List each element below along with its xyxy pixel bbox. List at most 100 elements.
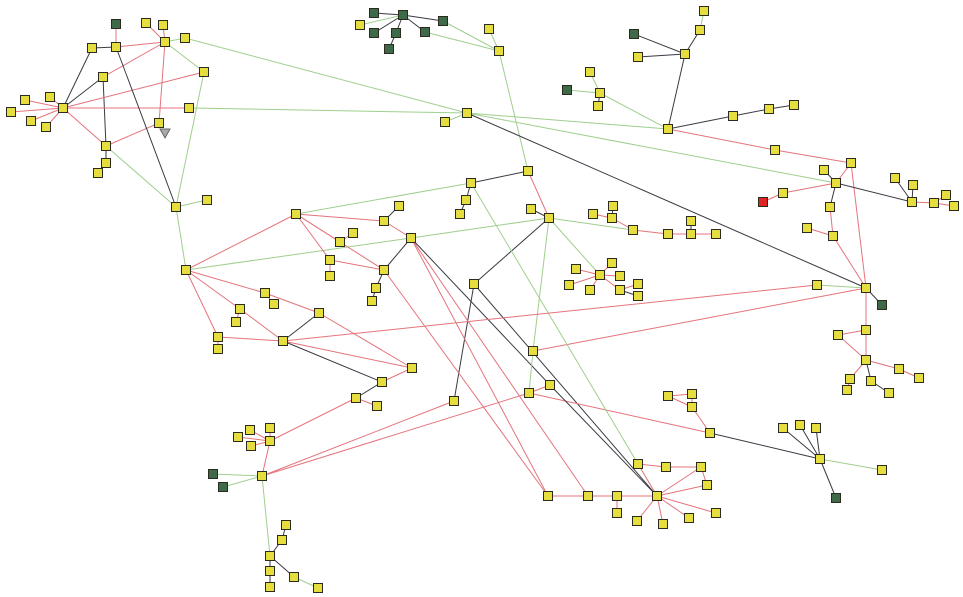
graph-node-default[interactable] [93,168,103,178]
graph-node-default[interactable] [407,363,417,373]
graph-node-default[interactable] [583,491,593,501]
graph-node-default[interactable] [291,209,301,219]
graph-node-default[interactable] [819,165,829,175]
graph-node-group[interactable] [562,85,572,95]
graph-node-default[interactable] [811,423,821,433]
graph-node-group[interactable] [877,300,887,310]
graph-node-default[interactable] [595,88,605,98]
graph-node-default[interactable] [908,180,918,190]
graph-node-default[interactable] [929,198,939,208]
graph-node-default[interactable] [394,201,404,211]
graph-node-default[interactable] [595,270,605,280]
graph-node-default[interactable] [277,535,287,545]
graph-node-group[interactable] [369,28,379,38]
graph-node-default[interactable] [687,402,697,412]
graph-node-group[interactable] [208,469,218,479]
graph-node-default[interactable] [154,118,164,128]
graph-node-group[interactable] [420,27,430,37]
graph-node-default[interactable] [325,255,335,265]
graph-node-default[interactable] [58,103,68,113]
graph-node-default[interactable] [526,204,536,214]
graph-node-default[interactable] [663,229,673,239]
graph-node-default[interactable] [545,380,555,390]
graph-node-default[interactable] [861,283,871,293]
graph-node-default[interactable] [687,389,697,399]
graph-node-default[interactable] [652,491,662,501]
graph-node-default[interactable] [265,423,275,433]
graph-node-default[interactable] [202,195,212,205]
triangle-marker-icon[interactable] [159,128,171,140]
graph-node-default[interactable] [861,325,871,335]
graph-node-default[interactable] [711,229,721,239]
graph-node-default[interactable] [728,111,738,121]
graph-node-default[interactable] [466,178,476,188]
graph-node-default[interactable] [628,225,638,235]
graph-node-group[interactable] [438,16,448,26]
graph-node-default[interactable] [379,265,389,275]
graph-node-default[interactable] [633,52,643,62]
graph-node-default[interactable] [233,432,243,442]
graph-node-default[interactable] [171,202,181,212]
graph-node-default[interactable] [825,202,835,212]
graph-node-default[interactable] [335,237,345,247]
graph-node-default[interactable] [265,566,275,576]
graph-node-default[interactable] [281,520,291,530]
graph-node-default[interactable] [615,285,625,295]
graph-node-default[interactable] [877,465,887,475]
graph-node-default[interactable] [795,420,805,430]
graph-node-default[interactable] [98,72,108,82]
graph-node-default[interactable] [260,288,270,298]
graph-node-default[interactable] [702,480,712,490]
graph-node-default[interactable] [607,213,617,223]
graph-node-default[interactable] [612,508,622,518]
graph-node-default[interactable] [831,178,841,188]
graph-node-default[interactable] [6,107,16,117]
graph-node-default[interactable] [705,428,715,438]
graph-node-default[interactable] [367,296,377,306]
graph-node-default[interactable] [269,299,279,309]
graph-node-default[interactable] [180,33,190,43]
graph-node-default[interactable] [377,377,387,387]
graph-node-default[interactable] [278,336,288,346]
graph-node-default[interactable] [699,6,709,16]
graph-node-default[interactable] [680,49,690,59]
graph-node-default[interactable] [615,271,625,281]
graph-node-default[interactable] [372,401,382,411]
graph-node-default[interactable] [26,116,36,126]
graph-node-default[interactable] [845,374,855,384]
graph-node-default[interactable] [770,145,780,155]
graph-node-default[interactable] [265,551,275,561]
graph-node-group[interactable] [218,482,228,492]
graph-node-default[interactable] [440,117,450,127]
graph-node-default[interactable] [842,385,852,395]
graph-node-default[interactable] [325,271,335,281]
graph-node-default[interactable] [265,436,275,446]
graph-node-group[interactable] [384,44,394,54]
graph-node-default[interactable] [588,209,598,219]
graph-node-default[interactable] [199,67,209,77]
graph-node-default[interactable] [462,108,472,118]
graph-node-default[interactable] [661,462,671,472]
graph-node-default[interactable] [213,332,223,342]
graph-node-default[interactable] [41,122,51,132]
graph-node-default[interactable] [585,67,595,77]
graph-node-default[interactable] [351,393,361,403]
graph-node-default[interactable] [607,258,617,268]
graph-node-default[interactable] [802,223,812,233]
graph-node-default[interactable] [612,491,622,501]
graph-node-default[interactable] [461,195,471,205]
graph-node-default[interactable] [833,330,843,340]
graph-node-default[interactable] [543,491,553,501]
graph-node-default[interactable] [846,158,856,168]
graph-node-default[interactable] [484,24,494,34]
graph-node-default[interactable] [313,583,323,593]
graph-node-default[interactable] [406,233,416,243]
graph-node-default[interactable] [348,228,358,238]
graph-node-default[interactable] [894,364,904,374]
graph-node-default[interactable] [914,373,924,383]
graph-node-default[interactable] [213,344,223,354]
graph-node-default[interactable] [633,459,643,469]
graph-node-default[interactable] [289,572,299,582]
graph-node-default[interactable] [593,101,603,111]
graph-node-default[interactable] [231,317,241,327]
